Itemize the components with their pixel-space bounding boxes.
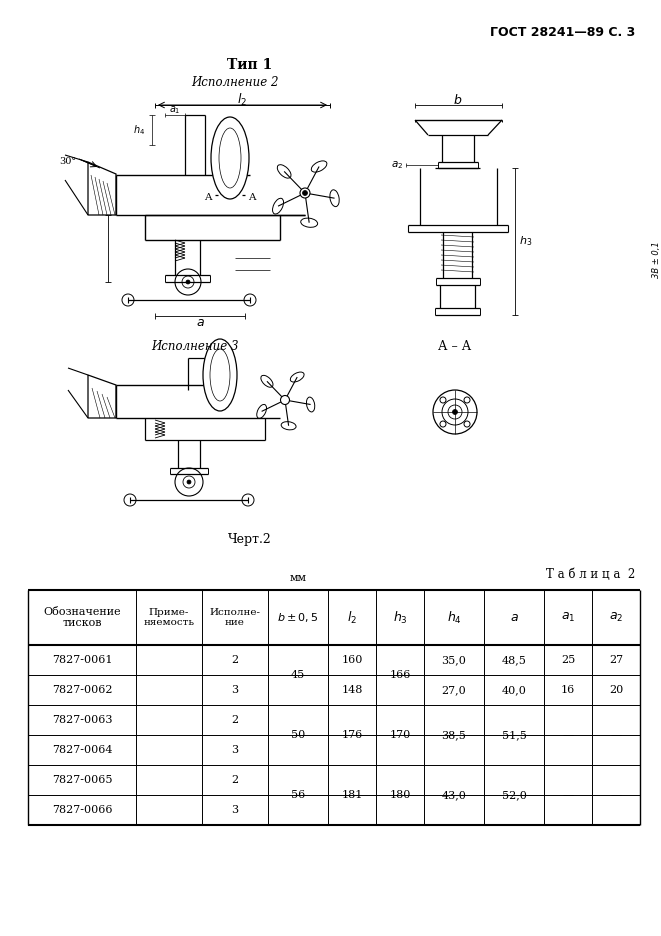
Text: —: —	[611, 730, 621, 740]
Circle shape	[186, 280, 190, 284]
Text: $l_2$: $l_2$	[347, 609, 357, 625]
Text: 7827-0065: 7827-0065	[52, 775, 112, 785]
Text: 40,0: 40,0	[502, 685, 526, 695]
Text: А – А: А – А	[438, 341, 472, 354]
Text: 45: 45	[291, 670, 305, 680]
Text: $h_4$: $h_4$	[133, 124, 145, 137]
Text: 50: 50	[291, 730, 305, 740]
Text: 180: 180	[389, 790, 410, 800]
Text: 170: 170	[389, 730, 410, 740]
Text: 35,0: 35,0	[442, 655, 467, 665]
Text: $a_1$: $a_1$	[561, 611, 575, 624]
Text: $a_2$: $a_2$	[609, 611, 623, 624]
Text: —: —	[611, 790, 621, 800]
Text: Исполнение 3: Исполнение 3	[151, 341, 239, 354]
Text: Черт.2: Черт.2	[228, 534, 272, 547]
Text: $b \pm 0,5$: $b \pm 0,5$	[277, 611, 319, 624]
Text: $a_2$: $a_2$	[391, 159, 403, 171]
Text: Приме-
няемость: Приме- няемость	[143, 607, 194, 627]
Ellipse shape	[211, 117, 249, 199]
Text: $l_2$: $l_2$	[237, 92, 247, 108]
Text: мм: мм	[290, 573, 307, 583]
Text: 7827-0063: 7827-0063	[52, 715, 112, 725]
Text: 176: 176	[341, 730, 363, 740]
Text: A: A	[204, 193, 212, 201]
Text: 3: 3	[231, 745, 239, 755]
Text: 148: 148	[341, 685, 363, 695]
Text: 20: 20	[609, 685, 623, 695]
Text: 7827-0062: 7827-0062	[52, 685, 112, 695]
Circle shape	[303, 191, 307, 196]
Text: 3: 3	[231, 685, 239, 695]
Text: 27,0: 27,0	[442, 685, 467, 695]
Text: 38,5: 38,5	[442, 730, 467, 740]
Text: A: A	[248, 193, 256, 201]
Text: $a$: $a$	[196, 316, 204, 329]
Text: 2: 2	[231, 715, 239, 725]
Text: Тип 1: Тип 1	[227, 58, 272, 72]
Text: —: —	[563, 730, 574, 740]
Circle shape	[453, 409, 457, 415]
Text: 25: 25	[561, 655, 575, 665]
Text: 3В ± 0,1: 3В ± 0,1	[652, 241, 660, 278]
Circle shape	[280, 396, 290, 404]
Text: —: —	[563, 790, 574, 800]
Text: Исполне-
ние: Исполне- ние	[210, 607, 260, 627]
Text: ГОСТ 28241—89 С. 3: ГОСТ 28241—89 С. 3	[490, 25, 635, 38]
Text: $a$: $a$	[510, 611, 518, 624]
Text: 2: 2	[231, 775, 239, 785]
Ellipse shape	[203, 339, 237, 411]
Text: 160: 160	[341, 655, 363, 665]
Text: $h_3$: $h_3$	[519, 234, 532, 248]
Text: 2: 2	[231, 655, 239, 665]
Circle shape	[187, 480, 191, 484]
Text: 7827-0064: 7827-0064	[52, 745, 112, 755]
Text: 51,5: 51,5	[502, 730, 526, 740]
Text: 27: 27	[609, 655, 623, 665]
Text: $a_1$: $a_1$	[169, 104, 181, 116]
Circle shape	[300, 188, 310, 198]
Text: 3: 3	[231, 805, 239, 815]
Text: 52,0: 52,0	[502, 790, 526, 800]
Text: 7827-0061: 7827-0061	[52, 655, 112, 665]
Text: 43,0: 43,0	[442, 790, 467, 800]
Text: 56: 56	[291, 790, 305, 800]
Text: Исполнение 2: Исполнение 2	[191, 77, 279, 90]
Text: 16: 16	[561, 685, 575, 695]
Text: 48,5: 48,5	[502, 655, 526, 665]
Text: 181: 181	[341, 790, 363, 800]
Text: $h_3$: $h_3$	[393, 609, 407, 625]
Text: 166: 166	[389, 670, 410, 680]
Text: $h_4$: $h_4$	[447, 609, 461, 625]
Text: $b$: $b$	[453, 93, 463, 107]
Text: 7827-0066: 7827-0066	[52, 805, 112, 815]
Text: 30°: 30°	[59, 157, 77, 167]
Text: Обозначение
тисков: Обозначение тисков	[43, 607, 121, 628]
Text: Т а б л и ц а  2: Т а б л и ц а 2	[546, 567, 635, 580]
